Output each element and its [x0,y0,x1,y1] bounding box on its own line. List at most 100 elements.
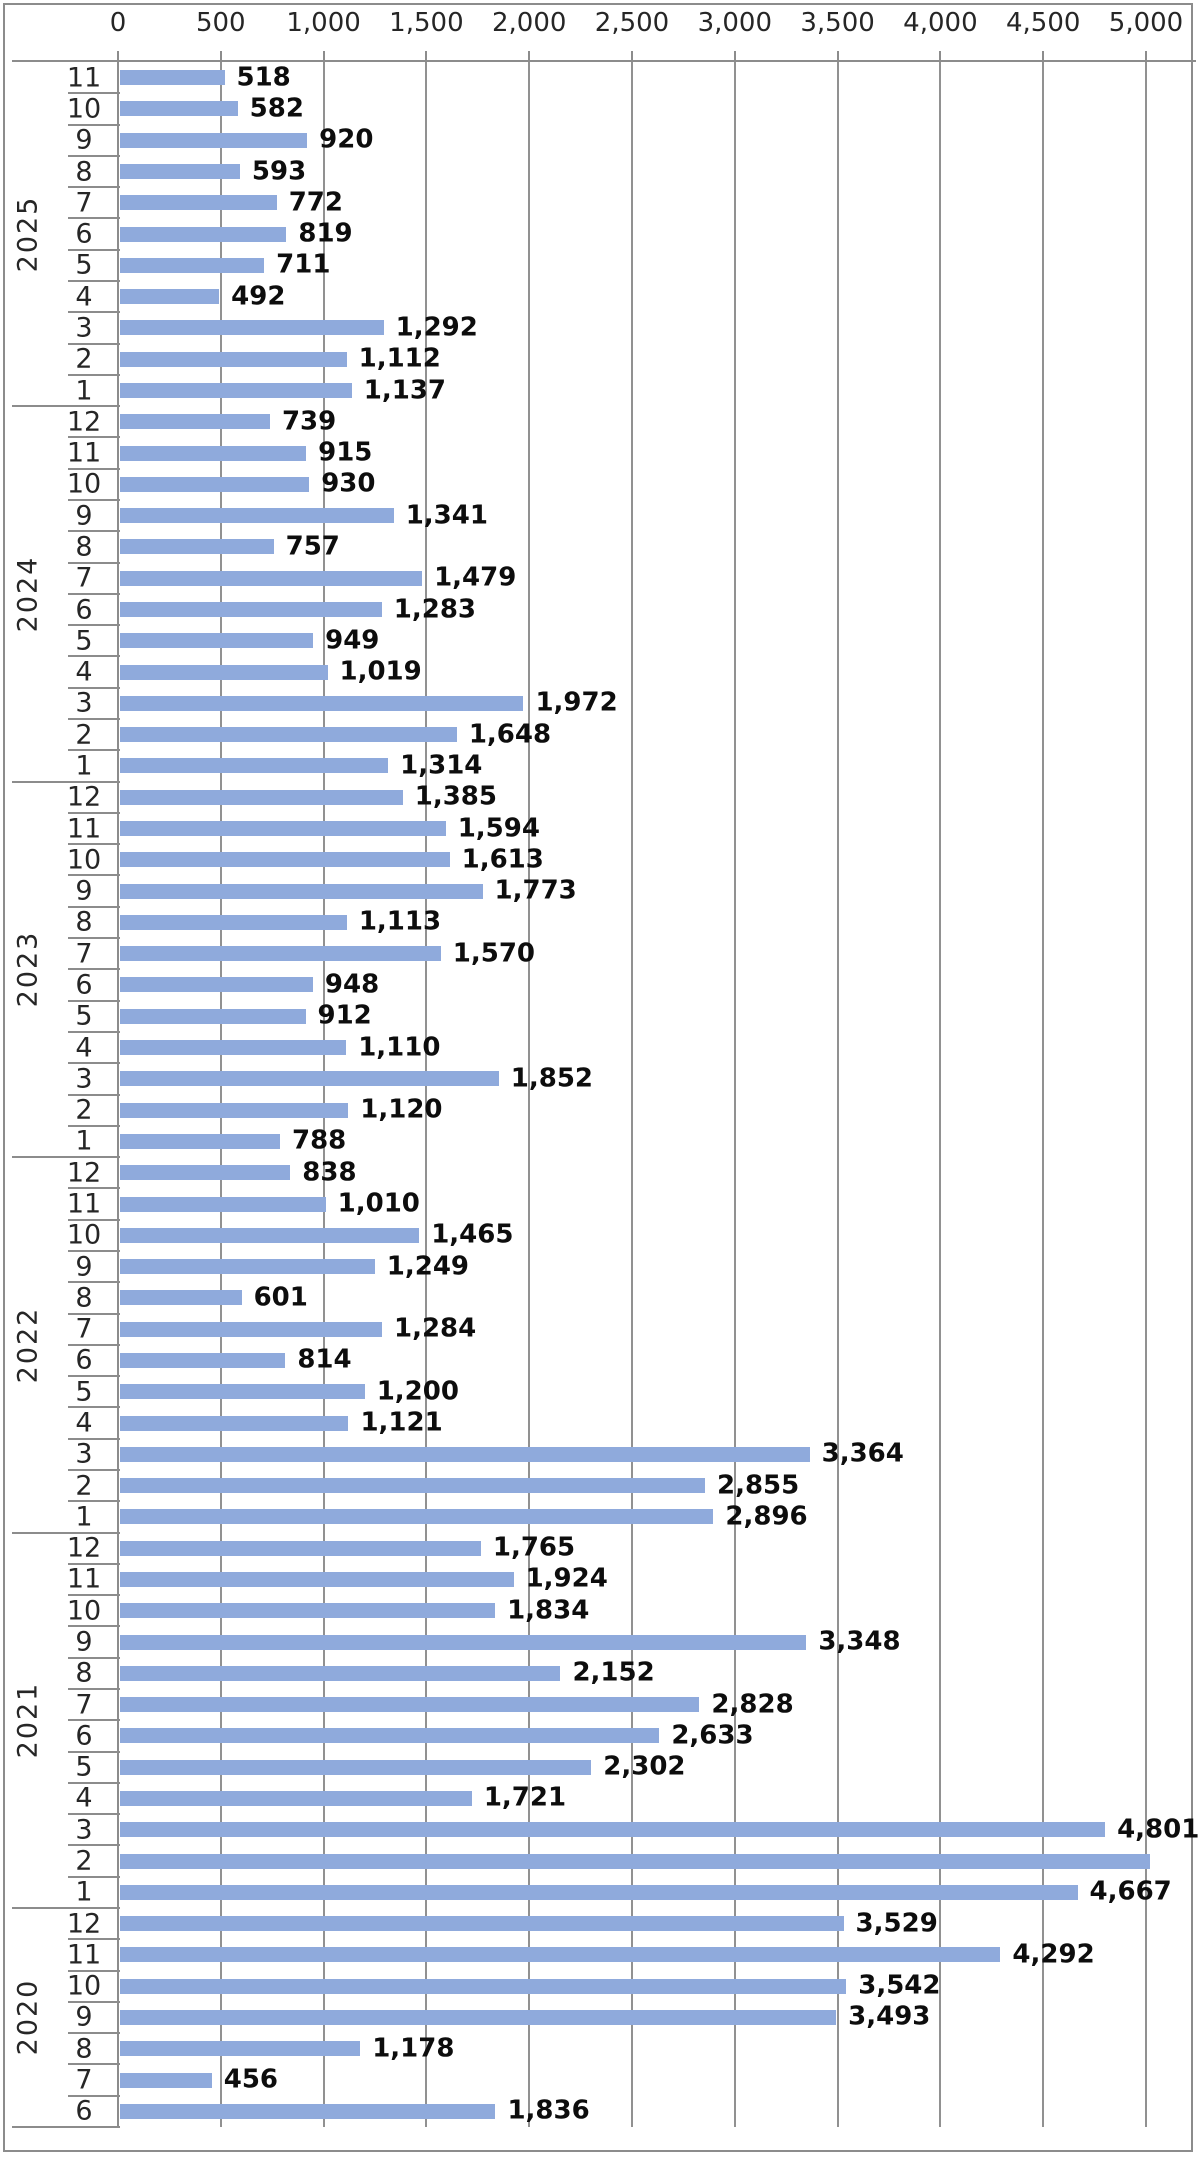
month-label: 2 [75,719,93,751]
month-label: 3 [75,312,93,344]
x-tick-label: 5,000 [1108,8,1184,38]
bar-value-label: 1,314 [400,750,483,781]
bar-value-label: 456 [223,2064,279,2095]
month-label: 10 [66,844,102,876]
bar [120,1853,1151,1869]
bar-value-label: 920 [319,124,374,155]
x-tick-label: 1,500 [389,8,464,38]
gridline [322,62,325,2127]
month-separator [68,1218,120,1221]
bar-value-label: 1,385 [414,781,497,812]
bar [120,1227,420,1243]
bar [120,2072,212,2088]
bar [120,257,265,273]
month-label: 6 [75,594,93,626]
bar [120,1290,242,1306]
month-separator [68,874,120,877]
month-label: 6 [75,2095,93,2127]
year-separator [12,780,120,783]
month-separator [68,530,120,533]
month-separator [68,1030,120,1033]
x-tick-label: 4,000 [903,8,978,38]
bar-value-label: 1,283 [393,594,477,625]
month-label: 10 [66,93,102,125]
bar-value-label: 757 [285,531,340,562]
bar-value-label: 2,302 [603,1751,686,1782]
bar-value-label: 912 [317,1000,372,1031]
month-separator [68,561,120,564]
bar-value-label: 1,594 [457,813,540,844]
bar-value-label: 930 [321,468,376,499]
bar [120,1196,326,1212]
month-separator [68,1969,120,1972]
month-separator [68,280,120,282]
month-separator [68,1406,120,1409]
month-separator [68,1781,120,1784]
axis-tick [733,51,736,60]
month-label: 7 [75,2064,93,2096]
month-label: 8 [75,1657,93,1689]
month-label: 6 [75,969,93,1001]
bar [120,1634,807,1650]
month-label: 12 [66,1157,102,1189]
bar [120,852,450,868]
bar-value-label: 1,479 [434,562,517,593]
bar [120,758,389,774]
axis-tick [528,51,531,60]
bar-value-label: 4,667 [1089,1876,1172,1907]
bar-value-label: 2,855 [716,1470,800,1501]
month-separator [68,937,120,940]
year-label: 2024 [12,555,44,633]
month-separator [68,1281,120,1284]
month-label: 4 [75,281,93,313]
month-separator [68,373,120,376]
bar [120,1916,844,1932]
bar [120,1165,291,1181]
month-label: 4 [75,656,93,688]
month-separator [68,905,120,908]
bar [120,664,328,680]
month-separator [68,1437,120,1440]
month-label: 11 [66,437,102,469]
month-label: 3 [75,1438,93,1470]
bar [120,1352,286,1368]
month-separator [68,624,120,627]
month-label: 10 [66,1219,102,1251]
month-separator [68,1375,120,1378]
month-separator [68,1750,120,1753]
gridline [528,62,531,2127]
month-separator [68,1343,120,1346]
x-tick-label: 500 [195,8,246,38]
month-separator [68,154,120,157]
x-tick-label: 0 [109,8,127,38]
month-separator [68,1124,120,1127]
bar-value-label: 4,292 [1012,1939,1095,1970]
bar [120,633,314,649]
bar-value-label: 1,765 [492,1532,576,1563]
month-separator [68,467,120,470]
bar [120,1071,499,1087]
month-separator [68,749,120,752]
bar [120,164,240,179]
axis-tick [1042,51,1045,60]
month-label: 4 [75,1032,93,1064]
month-label: 11 [66,1188,102,1220]
month-separator [68,186,120,189]
month-label: 2 [75,1845,93,1877]
bar [120,383,352,399]
bar-value-label: 3,493 [848,2001,931,2032]
month-separator [68,342,120,345]
bar-value-label: 2,828 [711,1689,794,1720]
bar-value-label: 2,896 [725,1501,808,1532]
month-separator [68,1875,120,1878]
bar [120,914,347,930]
month-separator [68,217,120,220]
month-separator [68,843,120,846]
month-label: 5 [75,625,93,657]
month-label: 12 [66,781,102,813]
month-label: 1 [75,1876,93,1908]
bar-value-label: 819 [298,218,353,249]
bar-value-label: 3,542 [858,1970,941,2001]
bar-value-label: 838 [302,1157,357,1188]
month-label: 2 [75,1094,93,1126]
